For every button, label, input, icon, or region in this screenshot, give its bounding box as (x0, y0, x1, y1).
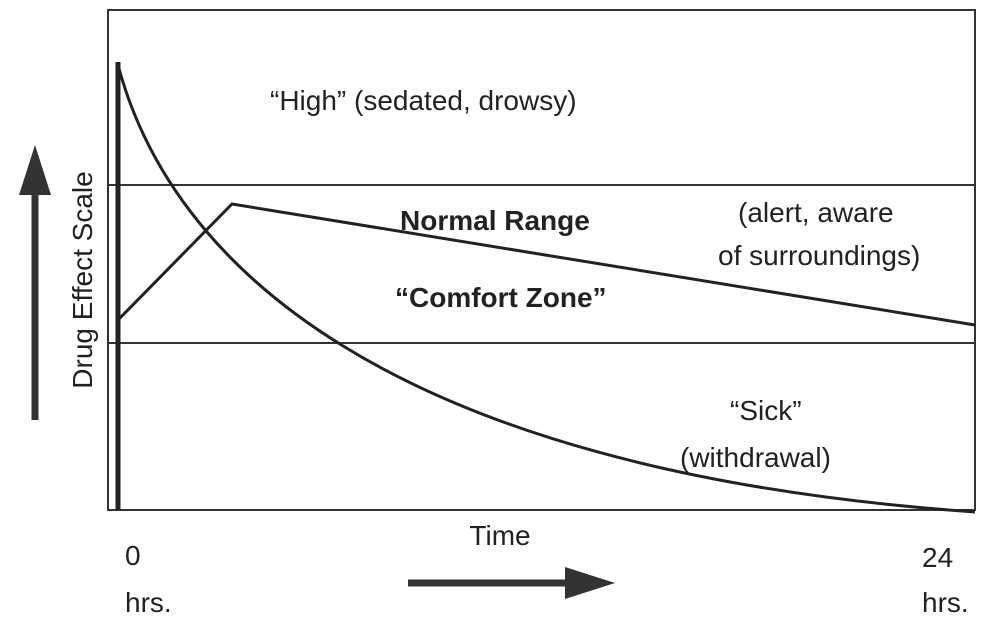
comfort-label: “Comfort Zone” (395, 282, 607, 313)
normal-label: Normal Range (400, 205, 590, 236)
sick-label: “Sick” (730, 395, 802, 426)
normal-note: of surroundings) (718, 240, 920, 271)
x-axis-label: Time (469, 520, 530, 551)
x-start-unit: hrs. (125, 587, 172, 618)
high-label: “High” (sedated, drowsy) (270, 85, 577, 116)
frame (107, 9, 976, 511)
y-arrow-head (19, 145, 51, 195)
decay-curve (116, 64, 976, 514)
x-end-unit: hrs. (922, 587, 969, 618)
x-start-value: 0 (125, 540, 141, 571)
steady-curve (116, 202, 976, 327)
x-arrow-head (565, 567, 615, 599)
sick-note: (withdrawal) (680, 442, 831, 473)
x-end-value: 24 (922, 542, 953, 573)
y-axis-label: Drug Effect Scale (67, 171, 98, 388)
normal-note: (alert, aware (738, 197, 894, 228)
